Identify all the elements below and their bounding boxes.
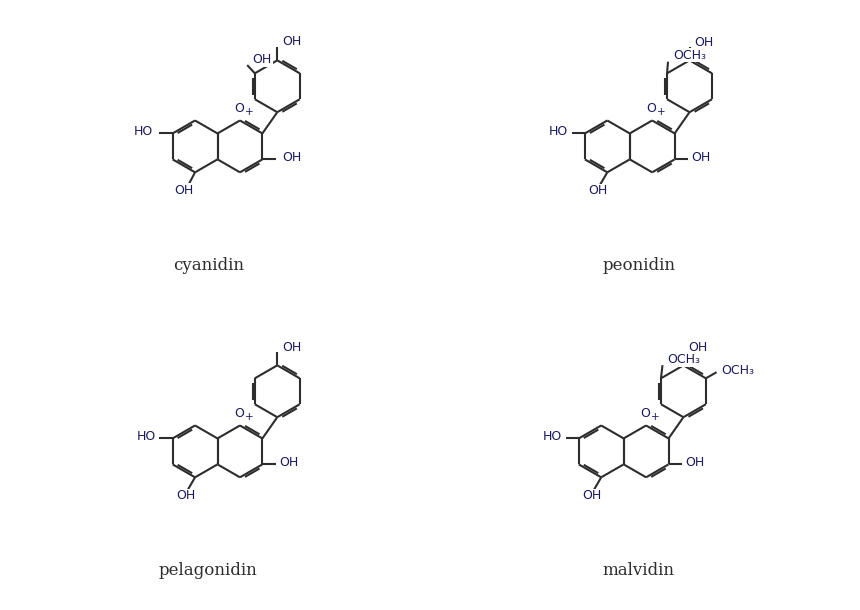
Text: O: O xyxy=(640,407,650,420)
Text: peonidin: peonidin xyxy=(602,257,675,274)
Text: malvidin: malvidin xyxy=(603,562,675,579)
Text: +: + xyxy=(657,107,666,117)
Text: HO: HO xyxy=(543,431,562,443)
Text: OH: OH xyxy=(588,184,608,197)
Text: O: O xyxy=(234,102,244,115)
Text: HO: HO xyxy=(133,126,153,138)
Text: O: O xyxy=(234,407,244,420)
Text: OH: OH xyxy=(280,456,298,469)
Text: OH: OH xyxy=(688,340,707,354)
Text: pelagonidin: pelagonidin xyxy=(159,562,258,579)
Text: OCH₃: OCH₃ xyxy=(667,353,700,366)
Text: HO: HO xyxy=(137,431,156,443)
Text: OH: OH xyxy=(282,340,301,354)
Text: OH: OH xyxy=(175,184,194,196)
Text: HO: HO xyxy=(549,126,568,138)
Text: OH: OH xyxy=(685,456,704,469)
Text: OH: OH xyxy=(694,35,713,49)
Text: +: + xyxy=(651,412,660,422)
Text: OH: OH xyxy=(582,489,602,502)
Text: OCH₃: OCH₃ xyxy=(722,364,755,377)
Text: +: + xyxy=(245,412,254,422)
Text: OH: OH xyxy=(691,151,710,164)
Text: OH: OH xyxy=(282,35,301,48)
Text: cyanidin: cyanidin xyxy=(173,257,244,274)
Text: +: + xyxy=(245,107,254,117)
Text: OH: OH xyxy=(253,53,272,66)
Text: OH: OH xyxy=(282,151,302,164)
Text: O: O xyxy=(647,102,656,115)
Text: OCH₃: OCH₃ xyxy=(673,49,706,62)
Text: OH: OH xyxy=(176,489,195,502)
